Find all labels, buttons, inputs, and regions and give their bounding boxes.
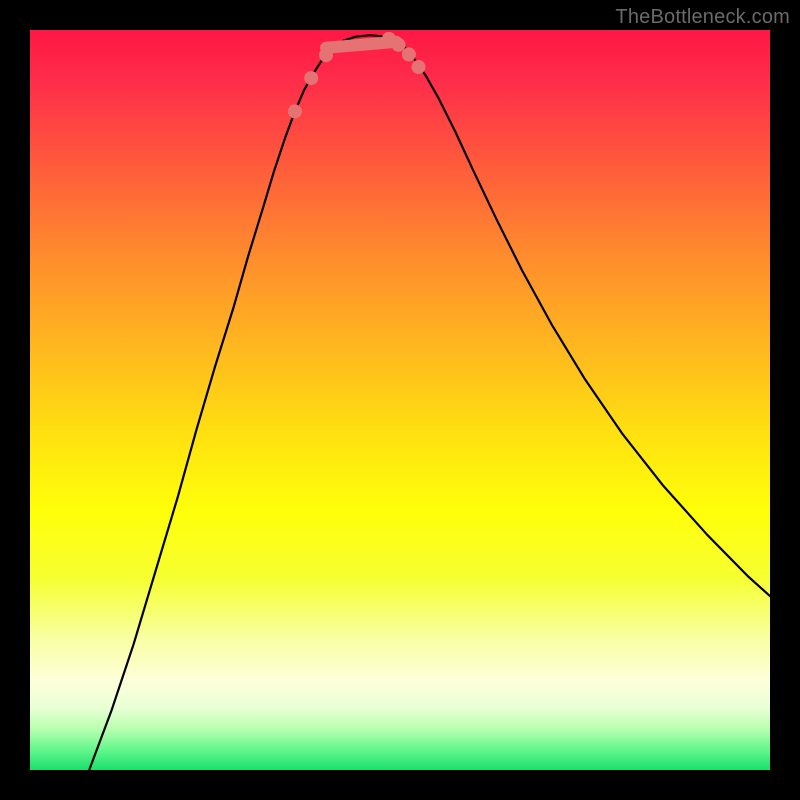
accent-dot bbox=[412, 60, 426, 74]
chart-svg bbox=[30, 30, 770, 770]
chart-plot-area bbox=[30, 30, 770, 770]
accent-dot bbox=[392, 38, 406, 52]
accent-dot bbox=[304, 71, 318, 85]
watermark-text: TheBottleneck.com bbox=[615, 6, 790, 29]
accent-dot bbox=[288, 104, 302, 118]
accent-dot bbox=[319, 48, 333, 62]
accent-dot bbox=[402, 47, 416, 61]
